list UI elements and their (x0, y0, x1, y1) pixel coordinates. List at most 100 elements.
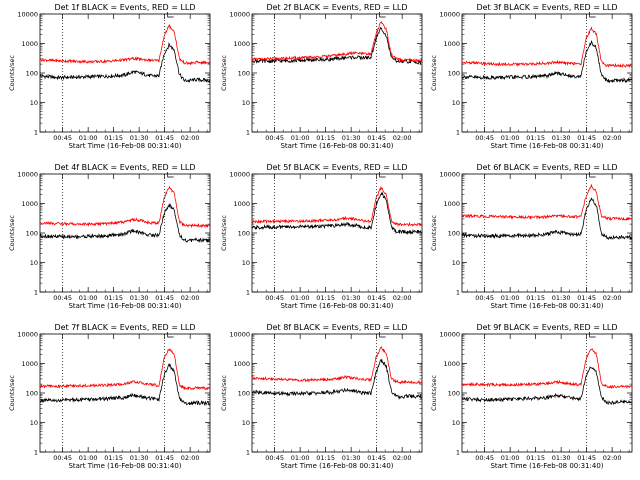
y-tick-label: 10 (30, 419, 38, 427)
y-tick-label: 100 (448, 229, 460, 237)
x-tick-label: 01:45 (367, 134, 386, 142)
interval-marker (379, 332, 386, 338)
x-tick-label: 01:00 (79, 454, 98, 462)
y-tick-label: 1000 (443, 40, 460, 48)
x-axis-label: Start Time (16-Feb-08 00:31:40) (280, 302, 393, 310)
series-lld (251, 186, 423, 228)
y-tick-label: 1 (456, 288, 460, 296)
x-tick-label: 01:15 (316, 454, 335, 462)
x-tick-label: 01:30 (130, 454, 149, 462)
x-tick-label: 01:30 (130, 134, 149, 142)
x-tick-label: 02:00 (393, 294, 412, 302)
x-tick-label: 00:45 (53, 454, 72, 462)
interval-marker (167, 332, 174, 338)
interval-marker (379, 172, 386, 178)
series-events (39, 363, 211, 407)
x-tick-label: 01:30 (342, 454, 361, 462)
x-tick-label: 01:00 (501, 294, 520, 302)
y-axis-label: Counts/sec (8, 215, 16, 251)
x-tick-label: 02:00 (603, 294, 622, 302)
y-tick-label: 1 (34, 128, 38, 136)
series-lld (39, 185, 211, 229)
x-tick-label: 02:00 (393, 134, 412, 142)
plot-frame (461, 13, 633, 133)
x-tick-label: 02:00 (181, 294, 200, 302)
x-tick-label: 01:00 (79, 134, 98, 142)
y-tick-label: 100 (238, 389, 250, 397)
interval-marker (589, 172, 596, 178)
x-axis-label: Start Time (16-Feb-08 00:31:40) (68, 462, 181, 470)
x-tick-label: 01:00 (501, 134, 520, 142)
series-lld (39, 348, 211, 391)
x-tick-label: 02:00 (393, 454, 412, 462)
y-axis-label: Counts/sec (8, 55, 16, 91)
x-tick-label: 01:45 (155, 454, 174, 462)
panel-title: Det 8f BLACK = Events, RED = LLD (266, 323, 407, 332)
y-tick-label: 10000 (17, 330, 38, 338)
x-axis-label: Start Time (16-Feb-08 00:31:40) (490, 142, 603, 150)
x-axis-label: Start Time (16-Feb-08 00:31:40) (490, 302, 603, 310)
y-tick-label: 100 (26, 229, 38, 237)
x-tick-label: 01:30 (342, 134, 361, 142)
series-lld (461, 26, 633, 68)
y-tick-label: 1 (246, 448, 250, 456)
panel-det-8: Det 8f BLACK = Events, RED = LLD 1 10 100 10… (220, 323, 423, 470)
y-tick-label: 10 (30, 99, 38, 107)
y-tick-label: 100 (26, 69, 38, 77)
y-tick-label: 10000 (229, 330, 250, 338)
y-axis-label: Counts/sec (430, 55, 438, 91)
panel-title: Det 1f BLACK = Events, RED = LLD (54, 3, 195, 12)
series-lld (251, 20, 423, 63)
y-tick-label: 1 (246, 288, 250, 296)
panel-title: Det 6f BLACK = Events, RED = LLD (476, 163, 617, 172)
y-tick-label: 10 (242, 99, 250, 107)
x-axis-label: Start Time (16-Feb-08 00:31:40) (68, 302, 181, 310)
panel-title: Det 9f BLACK = Events, RED = LLD (476, 323, 617, 332)
x-tick-label: 01:15 (526, 294, 545, 302)
y-tick-label: 100 (238, 69, 250, 77)
panel-det-3: Det 3f BLACK = Events, RED = LLD 1 10 100 10… (430, 3, 633, 150)
x-tick-label: 00:45 (53, 134, 72, 142)
y-tick-label: 1 (246, 128, 250, 136)
y-tick-label: 1000 (443, 200, 460, 208)
x-tick-label: 02:00 (603, 454, 622, 462)
x-axis-label: Start Time (16-Feb-08 00:31:40) (68, 142, 181, 150)
y-axis-label: Counts/sec (8, 375, 16, 411)
interval-marker (379, 12, 386, 18)
y-axis-label: Counts/sec (220, 55, 228, 91)
x-tick-label: 01:30 (552, 134, 571, 142)
x-tick-label: 00:45 (475, 134, 494, 142)
x-axis-label: Start Time (16-Feb-08 00:31:40) (490, 462, 603, 470)
series-events (251, 358, 423, 400)
x-tick-label: 01:45 (577, 294, 596, 302)
y-tick-label: 1 (34, 288, 38, 296)
interval-marker (167, 12, 174, 18)
y-tick-label: 10000 (17, 170, 38, 178)
panel-title: Det 4f BLACK = Events, RED = LLD (54, 163, 195, 172)
y-tick-label: 10000 (229, 10, 250, 18)
x-tick-label: 01:45 (577, 134, 596, 142)
y-tick-label: 100 (448, 69, 460, 77)
x-tick-label: 00:45 (265, 454, 284, 462)
y-tick-label: 100 (448, 389, 460, 397)
x-tick-label: 01:45 (367, 294, 386, 302)
series-events (461, 366, 633, 405)
y-tick-label: 1000 (21, 360, 38, 368)
x-tick-label: 00:45 (265, 294, 284, 302)
x-tick-label: 02:00 (181, 454, 200, 462)
x-tick-label: 01:15 (104, 134, 123, 142)
x-tick-label: 01:45 (155, 294, 174, 302)
y-tick-label: 1000 (21, 40, 38, 48)
x-tick-label: 01:30 (552, 294, 571, 302)
panel-title: Det 7f BLACK = Events, RED = LLD (54, 323, 195, 332)
plot-frame (39, 13, 211, 133)
panel-det-5: Det 5f BLACK = Events, RED = LLD 1 10 100 10… (220, 163, 423, 310)
panel-det-2: Det 2f BLACK = Events, RED = LLD 1 10 100 10… (220, 3, 423, 150)
x-tick-label: 01:30 (130, 294, 149, 302)
y-tick-label: 10 (452, 99, 460, 107)
x-tick-label: 01:00 (501, 454, 520, 462)
y-tick-label: 1 (456, 448, 460, 456)
x-tick-label: 01:15 (526, 454, 545, 462)
y-tick-label: 1000 (443, 360, 460, 368)
y-tick-label: 10 (242, 259, 250, 267)
